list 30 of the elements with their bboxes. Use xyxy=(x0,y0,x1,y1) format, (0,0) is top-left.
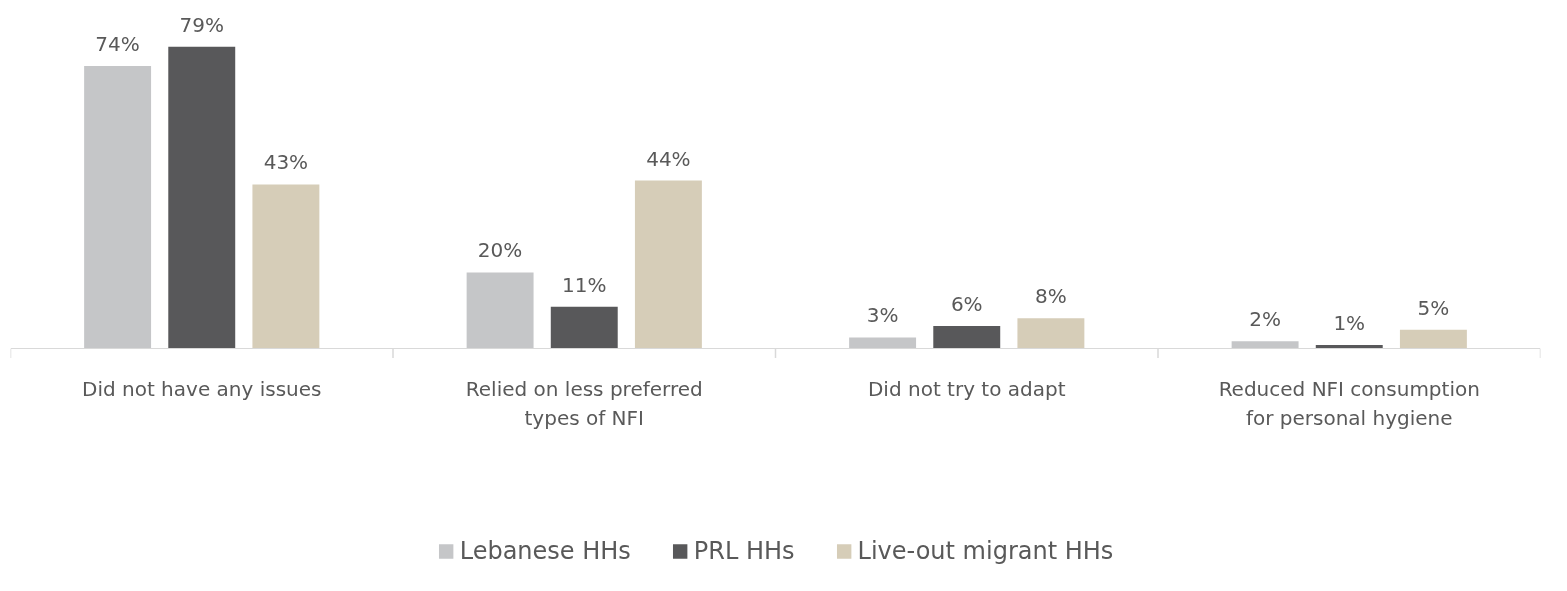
data-label: 5% xyxy=(1417,295,1450,320)
x-tick-label: Relied on less preferred types of NFI xyxy=(465,376,703,430)
bar xyxy=(634,180,702,349)
data-label: 2% xyxy=(1249,307,1281,332)
bar xyxy=(550,306,618,349)
data-label: 43% xyxy=(263,150,309,175)
bar xyxy=(466,272,534,349)
bar xyxy=(1231,341,1299,349)
x-tick-label: Did not have any issues xyxy=(82,376,322,401)
data-label: 8% xyxy=(1035,284,1067,309)
x-tick-label: Reduced NFI consumption for personal hygiene xyxy=(1218,376,1480,430)
data-label: 11% xyxy=(562,272,607,297)
data-label: 20% xyxy=(477,238,523,263)
legend-label: PRL HHs xyxy=(693,537,795,565)
data-label: 79% xyxy=(179,12,224,37)
data-label: 74% xyxy=(95,31,140,56)
bar xyxy=(252,184,320,349)
data-label: 6% xyxy=(950,291,983,316)
x-tick-label: Did not try to adapt xyxy=(867,376,1066,401)
bar xyxy=(933,325,1001,349)
data-label: 1% xyxy=(1333,311,1366,336)
data-label: 3% xyxy=(866,303,899,328)
legend-label: Live-out migrant HHs xyxy=(857,537,1114,565)
bar xyxy=(84,65,152,349)
bar xyxy=(1017,318,1085,349)
bar xyxy=(1399,329,1467,349)
bar xyxy=(849,337,917,349)
bar xyxy=(168,46,236,349)
data-label: 44% xyxy=(646,146,691,171)
legend-label: Lebanese HHs xyxy=(459,537,631,565)
